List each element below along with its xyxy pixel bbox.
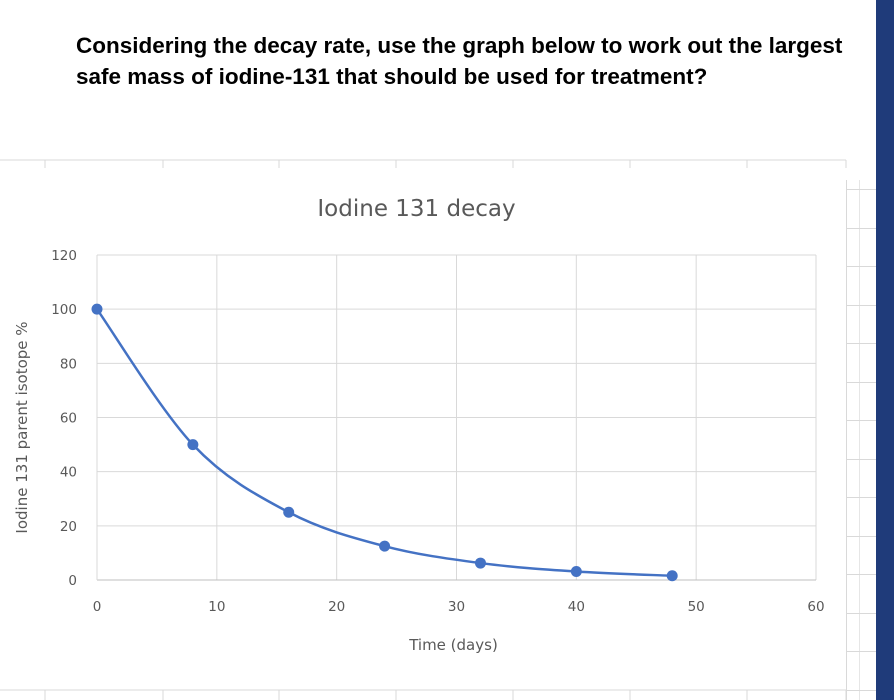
x-axis-label: Time (days): [408, 636, 498, 654]
strip-row-line: [847, 651, 877, 652]
x-tick-label: 30: [448, 599, 465, 615]
chart-series: [91, 303, 678, 582]
strip-row-line: [847, 304, 877, 306]
strip-row-line: [847, 689, 877, 691]
strip-row-line: [847, 343, 877, 344]
y-tick-label: 0: [68, 573, 77, 589]
strip-row-line: [847, 612, 877, 614]
strip-row-line: [847, 266, 877, 267]
strip-column-line: [859, 180, 860, 700]
chart-grid: [97, 254, 817, 580]
strip-row-line: [847, 189, 877, 190]
data-point: [187, 439, 199, 451]
y-tick-label: 20: [60, 519, 77, 535]
spreadsheet-grid-strip: [846, 180, 877, 700]
y-tick-label: 120: [51, 248, 77, 264]
x-tick-label: 40: [568, 599, 585, 615]
x-tick-label: 0: [93, 599, 102, 615]
data-point: [474, 557, 486, 569]
x-tick-label: 50: [688, 599, 705, 615]
x-tick-label: 60: [807, 599, 824, 615]
chart-outer-frame: [0, 159, 847, 700]
data-point: [666, 570, 678, 582]
strip-row-line: [847, 535, 877, 537]
slide-side-bar: [876, 0, 894, 700]
x-tick-label: 10: [208, 599, 225, 615]
y-tick-label: 60: [60, 411, 77, 427]
strip-row-line: [847, 458, 877, 460]
strip-row-line: [847, 574, 877, 575]
strip-row-line: [847, 381, 877, 383]
y-tick-label: 100: [51, 302, 77, 318]
series-line: [95, 308, 673, 578]
strip-row-line: [847, 497, 877, 498]
chart-title: Iodine 131 decay: [317, 196, 515, 222]
data-point: [379, 540, 391, 552]
x-tick-label: 20: [328, 599, 345, 615]
y-axis-label: Iodine 131 parent isotope %: [13, 321, 31, 533]
chart-tick-labels: 0 20 40 60 80 100 120 0 10 20 30 40 50 60: [51, 248, 824, 615]
y-tick-label: 40: [60, 465, 77, 481]
question-text: Considering the decay rate, use the grap…: [76, 33, 843, 89]
data-point: [283, 506, 295, 518]
y-tick-label: 80: [60, 356, 77, 372]
data-point: [91, 303, 103, 315]
strip-row-line: [847, 227, 877, 229]
data-point: [570, 566, 582, 578]
strip-row-line: [847, 420, 877, 421]
